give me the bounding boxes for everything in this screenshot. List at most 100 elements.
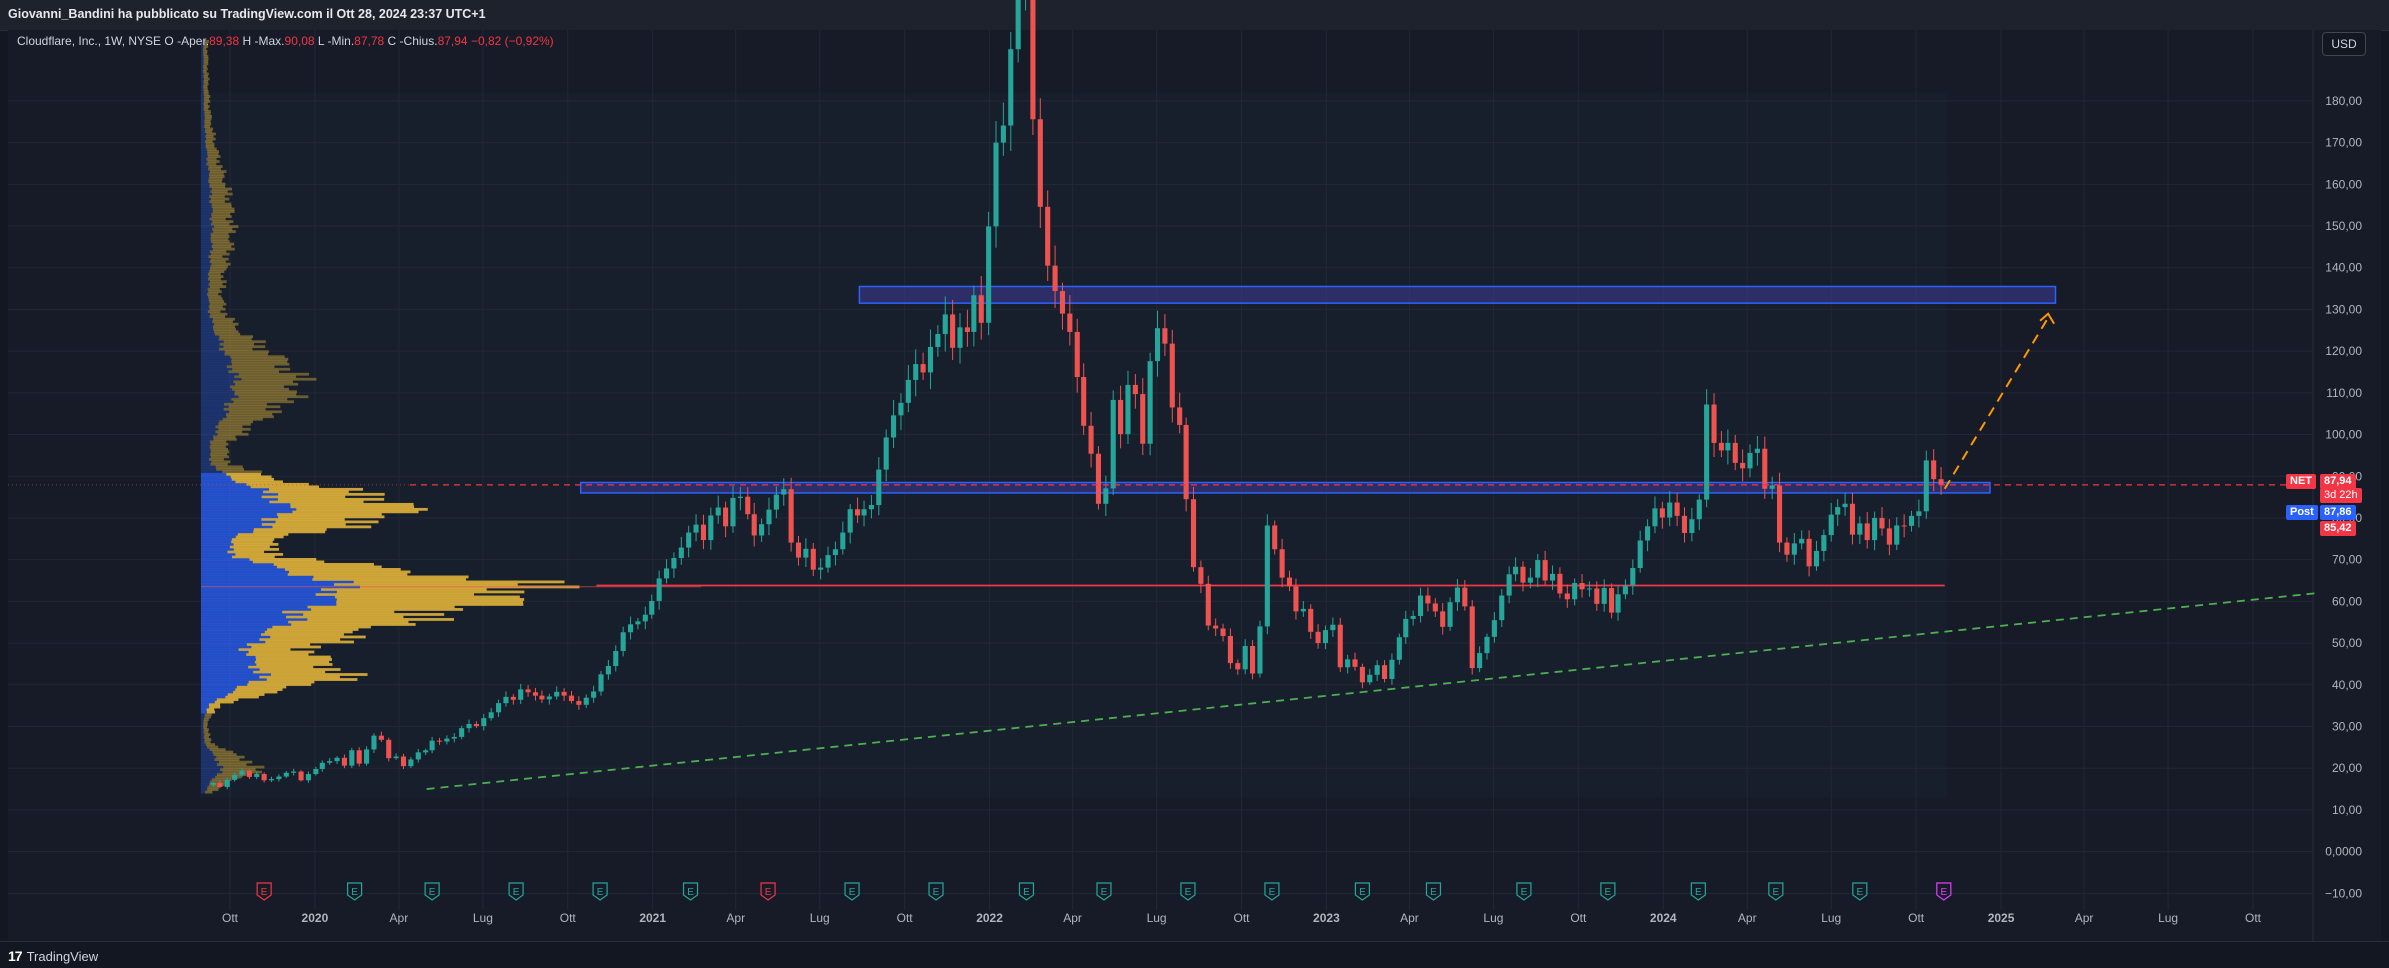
volume-profile-bar [201,327,214,331]
volume-profile-bar [201,547,234,551]
volume-profile-bar [201,52,204,56]
volume-profile-bar [201,788,208,792]
candle-body [1389,659,1395,679]
volume-profile-bar [201,623,292,626]
volume-profile-bar [201,220,213,223]
volume-profile-bar [201,385,231,389]
candle-body [1740,462,1746,469]
y-tick-label: −10,00 [2325,886,2362,900]
earnings-marker-icon: E [1768,882,1784,901]
volume-profile-bar [201,75,204,78]
volume-profile-bar [224,352,268,356]
volume-profile-bar [201,397,232,401]
volume-profile-bar [209,300,225,304]
volume-profile-bar [216,698,239,701]
volume-profile-bar [201,132,207,136]
earnings-marker-label: E [513,887,520,898]
volume-profile-bar [201,140,206,143]
volume-profile-bar [201,97,204,101]
volume-profile-bar [216,763,247,766]
candle-body [1147,361,1153,444]
earnings-marker-label: E [261,887,268,898]
volume-profile-bar [231,537,275,541]
volume-profile-bar [210,197,230,201]
volume-profile-bar [203,72,209,76]
earnings-marker-icon: E [1264,882,1280,901]
y-tick-label: 100,00 [2325,428,2362,442]
legend-high-value: 90,08 [284,34,315,48]
candle-body [795,542,802,558]
earnings-marker-icon: E [1852,882,1868,901]
volume-profile-bar [203,720,208,724]
volume-profile-bar [235,552,284,556]
volume-profile-bar [209,748,226,751]
volume-profile-bar [209,170,227,173]
volume-profile-bar [201,237,211,241]
volume-profile-bar [210,462,228,466]
volume-profile-bar [206,157,217,161]
candle-body [1045,206,1051,266]
earnings-marker-shape [682,882,699,901]
volume-profile-bar [231,397,288,401]
volume-profile-bar [201,765,224,769]
volume-profile-bar [201,387,232,391]
earnings-marker-icon: E [1354,882,1370,901]
volume-profile-bar [291,623,416,626]
candle-body [693,524,699,533]
candle-body [525,689,531,693]
legend-low-label: L [317,34,325,48]
last-price-tag: 87,94 [2320,474,2356,489]
volume-profile-bar [256,663,333,666]
candle-body [554,691,560,697]
volume-profile-bar [201,618,308,621]
volume-profile-bar [201,372,239,376]
volume-profile-bar [210,312,228,316]
volume-profile-bar [208,457,224,461]
candle-body [1506,574,1512,596]
volume-profile-bar [224,350,269,354]
candle-body [1689,519,1695,533]
volume-profile-bar [213,437,237,441]
candle-body [1264,525,1270,627]
volume-profile-bar [252,560,325,564]
volume-profile-bar [201,40,204,43]
candle-body [1777,485,1783,543]
post-price-tag: 87,86 [2320,505,2356,520]
candle-body [1220,628,1226,636]
candle-body [1542,560,1548,581]
volume-profile-bar [226,415,274,419]
volume-profile-bar [210,455,230,459]
volume-profile-bar [201,115,205,118]
candle-body [1059,291,1066,314]
volume-profile-bar [201,62,204,66]
projection-arrowhead [2039,312,2055,325]
candle-body [518,689,524,700]
candle-body [1286,577,1293,587]
volume-profile-bar [263,490,349,494]
earnings-marker-shape [508,882,524,901]
volume-profile-bar [204,713,212,716]
candle-body [1799,538,1805,544]
candle-body [1345,659,1351,668]
volume-profile-bar [273,563,374,566]
volume-profile-bar [201,668,260,671]
volume-profile-bar [209,285,227,289]
volume-profile-bar [201,670,254,674]
volume-profile-bar [201,750,213,754]
candle-body [1484,636,1490,654]
candle-body [1923,460,1929,512]
candle-body [1447,602,1453,627]
tradingview-logo[interactable]: 17 TradingView [8,948,98,964]
candle-body [1535,560,1541,578]
candle-body [605,666,611,675]
volume-profile-bar [201,382,235,386]
volume-profile-bar [215,465,243,469]
volume-profile-bar [275,520,379,524]
candle-body [254,774,260,777]
currency-button[interactable]: USD [2322,32,2366,56]
volume-profile-bar [219,420,253,424]
volume-profile-bar [201,427,219,431]
volume-profile-bar [201,205,212,208]
volume-profile-bar [201,580,354,584]
